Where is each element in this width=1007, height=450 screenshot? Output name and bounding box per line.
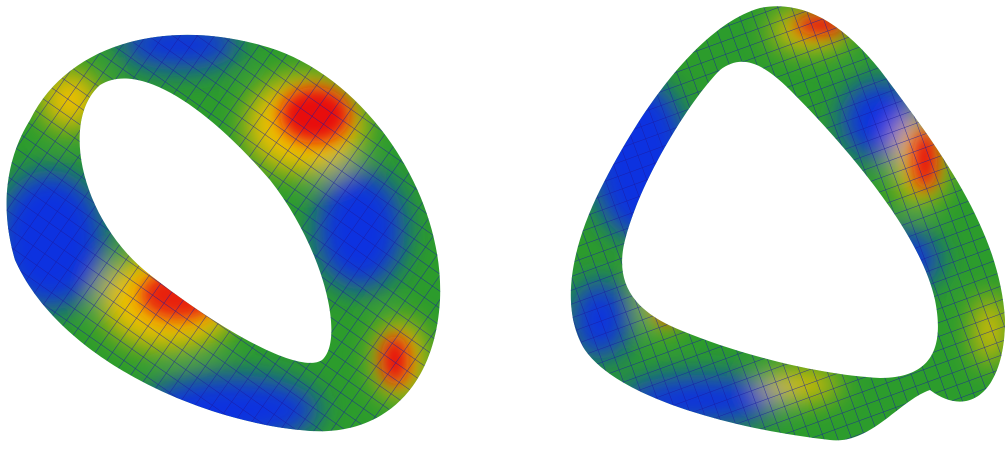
mesh-lines bbox=[6, 34, 441, 432]
left-ring bbox=[6, 34, 441, 432]
right-ring bbox=[570, 6, 1005, 441]
mesh-lines bbox=[570, 6, 1005, 441]
red-patch bbox=[658, 267, 678, 323]
